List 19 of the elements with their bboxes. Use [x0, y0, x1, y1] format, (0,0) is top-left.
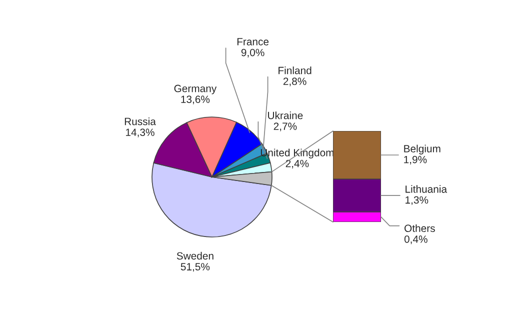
data-label: 2,7% — [274, 122, 297, 132]
data-label: 14,3% — [126, 128, 154, 138]
data-label: 13,6% — [181, 96, 210, 104]
data-label: 0,4% — [404, 235, 428, 244]
slice-label: France — [237, 38, 269, 46]
data-label: 2,8% — [283, 78, 306, 86]
slice-label: Russia — [124, 118, 156, 126]
text: Others — [404, 224, 435, 232]
data-label: 51,5% — [180, 263, 210, 272]
text: Lithuania — [406, 185, 448, 193]
slice-label: Sweden — [176, 252, 214, 260]
slice-label: Finland — [278, 66, 312, 74]
slice-label: Ukraine — [268, 112, 303, 120]
data-label: 1,3% — [406, 196, 428, 205]
data-label: 1,9% — [404, 156, 427, 164]
data-label: 2,4% — [286, 160, 309, 168]
slice-label: Germany — [174, 84, 217, 94]
text: Belgium — [404, 144, 440, 154]
data-label: 9,0% — [241, 48, 264, 58]
